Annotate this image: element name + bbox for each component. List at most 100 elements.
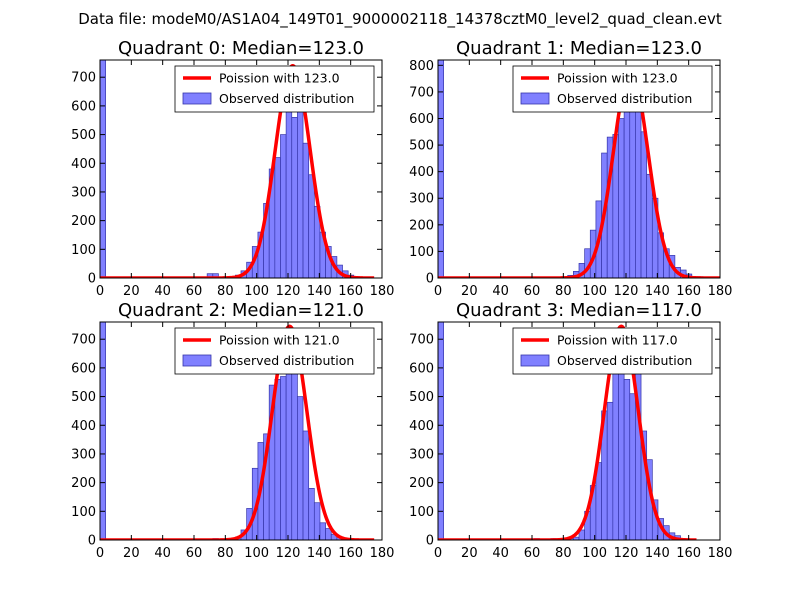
y-tick-label: 700: [71, 333, 96, 348]
histogram-bar: [629, 393, 636, 540]
legend: Poission with 123.0 Observed distribution: [512, 65, 713, 113]
y-tick-label: 800: [409, 59, 434, 74]
x-tick-label: 180: [370, 284, 395, 299]
x-tick-label: 40: [154, 546, 171, 561]
x-tick-label: 160: [676, 546, 701, 561]
x-tick-label: 80: [555, 284, 572, 299]
y-tick-label: 200: [409, 476, 434, 491]
subplot-title: Quadrant 0: Median=123.0: [118, 38, 364, 59]
x-tick-label: 20: [123, 284, 140, 299]
histogram-bar: [302, 142, 310, 278]
histogram-bar: [438, 60, 444, 278]
figure-title: Data file: modeM0/AS1A04_149T01_90000021…: [78, 10, 722, 29]
y-tick-label: 500: [409, 139, 434, 154]
y-tick-label: 600: [71, 361, 96, 376]
subplot-title: Quadrant 3: Median=117.0: [456, 300, 702, 321]
histogram-bar: [606, 401, 614, 540]
y-tick-label: 300: [71, 185, 96, 200]
poisson-curve: [100, 63, 376, 278]
y-tick-label: 500: [71, 390, 96, 405]
y-tick-label: 400: [409, 419, 434, 434]
subplots: 0 20 40 60 80 100 120 140 160 1800100200300400500…: [71, 38, 732, 561]
legend-hist-swatch: [182, 354, 212, 367]
y-tick-label: 0: [88, 272, 96, 287]
axes-frame: [437, 321, 721, 541]
histogram-bar: [285, 105, 293, 278]
poisson-curve: [438, 68, 720, 278]
subplot-quadrant-3: 0 20 40 60 80 100 120 140 160 180 0 100 200 300 400 500…: [409, 300, 732, 561]
legend-curve-label: Poission with 121.0: [219, 333, 340, 348]
histogram-bar: [629, 107, 636, 278]
poisson-curve: [438, 324, 698, 540]
x-tick-label: 140: [307, 546, 332, 561]
x-tick-label: 120: [276, 284, 301, 299]
y-tick-label: 100: [71, 243, 96, 258]
histogram-bar: [297, 396, 304, 540]
legend-hist-label: Observed distribution: [219, 353, 354, 368]
y-tick-label: 700: [409, 85, 434, 100]
histogram-bar: [313, 502, 321, 540]
legend-curve-label: Poission with 123.0: [557, 71, 678, 86]
y-tick-label: 700: [409, 333, 434, 348]
x-tick-label: 80: [217, 284, 234, 299]
histogram-bar: [646, 173, 653, 278]
histogram-bar: [274, 157, 281, 278]
y-tick-label: 300: [409, 447, 434, 462]
y-tick-label: 200: [71, 476, 96, 491]
x-tick-label: 100: [244, 284, 269, 299]
x-tick-label: 100: [582, 284, 607, 299]
y-tick-label: 400: [71, 157, 96, 172]
histogram-bar: [100, 60, 106, 278]
x-tick-label: 60: [186, 546, 203, 561]
y-tick-label: 100: [409, 505, 434, 520]
y-tick-label: 600: [71, 99, 96, 114]
y-tick-label: 600: [409, 361, 434, 376]
subplot-quadrant-0: 0 20 40 60 80 100 120 140 160 180 0 100 200 300 400 500…: [71, 38, 394, 299]
y-tick-label: 500: [71, 128, 96, 143]
legend-hist-label: Observed distribution: [219, 91, 354, 106]
x-tick-label: 0: [96, 284, 104, 299]
histogram-bar: [308, 174, 315, 278]
subplot-title: Quadrant 1: Median=123.0: [456, 38, 702, 59]
x-tick-label: 40: [492, 546, 509, 561]
x-tick-label: 0: [96, 546, 104, 561]
y-tick-label: 0: [426, 534, 434, 549]
y-tick-label: 500: [409, 390, 434, 405]
x-tick-label: 120: [614, 284, 639, 299]
x-tick-label: 180: [370, 546, 395, 561]
y-tick-label: 300: [409, 192, 434, 207]
subplot-title: Quadrant 2: Median=121.0: [118, 300, 364, 321]
legend-curve-label: Poission with 117.0: [557, 333, 678, 348]
legend-hist-swatch: [520, 354, 550, 367]
x-tick-label: 140: [307, 284, 332, 299]
axes-frame: [437, 59, 721, 279]
histogram-bar: [623, 379, 631, 540]
histogram-bar: [308, 488, 315, 540]
y-tick-label: 200: [71, 214, 96, 229]
plot-marks: [438, 322, 698, 540]
y-tick-label: 600: [409, 112, 434, 127]
x-tick-label: 140: [645, 284, 670, 299]
y-tick-label: 300: [71, 447, 96, 462]
x-tick-label: 40: [154, 284, 171, 299]
histogram-bar: [280, 134, 287, 278]
histogram-bar: [274, 379, 281, 540]
histogram-bar: [297, 102, 304, 278]
legend-curve-label: Poission with 123.0: [219, 71, 340, 86]
x-tick-label: 100: [244, 546, 269, 561]
legend-hist-swatch: [520, 92, 550, 105]
y-tick-label: 400: [71, 419, 96, 434]
y-tick-label: 100: [409, 245, 434, 260]
legend: Poission with 123.0 Observed distribution: [174, 65, 375, 113]
y-tick-label: 0: [88, 534, 96, 549]
y-tick-label: 700: [71, 71, 96, 86]
histogram-bar: [612, 367, 619, 540]
legend-hist-label: Observed distribution: [557, 353, 692, 368]
x-tick-label: 100: [582, 546, 607, 561]
x-tick-label: 140: [645, 546, 670, 561]
histogram-bar: [291, 117, 298, 278]
y-tick-label: 100: [71, 505, 96, 520]
legend-hist-label: Observed distribution: [557, 91, 692, 106]
x-tick-label: 0: [434, 284, 442, 299]
histogram-bar: [302, 430, 310, 540]
